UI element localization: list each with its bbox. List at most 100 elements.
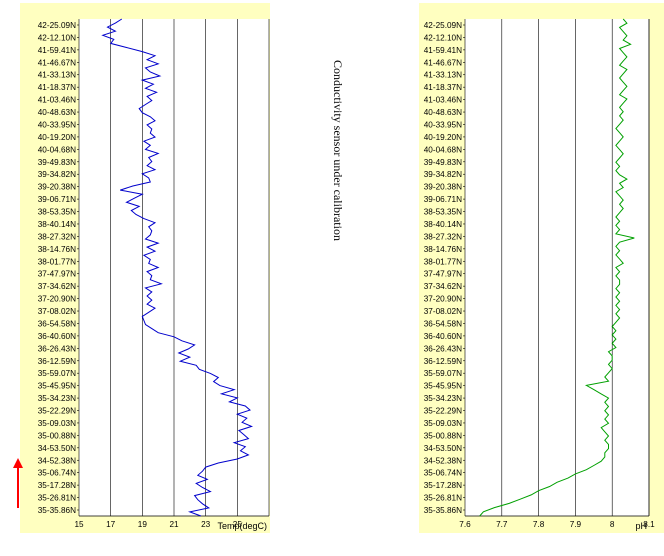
y-tick-label: 35-00.88N <box>38 431 76 440</box>
x-tick-label: 7.6 <box>459 520 471 529</box>
y-tick-label: 41-18.37N <box>424 83 462 92</box>
y-tick-label: 35-34.23N <box>38 394 76 403</box>
y-tick-label: 35-35.86N <box>424 506 462 515</box>
y-tick-label: 35-59.07N <box>424 369 462 378</box>
y-tick-label: 41-03.46N <box>424 96 462 105</box>
y-tick-label: 37-08.02N <box>38 307 76 316</box>
y-tick-label: 36-26.43N <box>424 344 462 353</box>
y-tick-label: 40-04.68N <box>38 145 76 154</box>
y-tick-label: 36-12.59N <box>424 357 462 366</box>
y-tick-label: 35-09.03N <box>38 419 76 428</box>
y-tick-label: 39-06.71N <box>424 195 462 204</box>
y-tick-label: 37-20.90N <box>424 295 462 304</box>
temperature-chart: 42-25.09N 42-12.10N 41-59.41N 41-46.67N 41-3… <box>38 18 270 531</box>
y-tick-label: 38-01.77N <box>424 257 462 266</box>
y-tick-label: 35-17.28N <box>38 481 76 490</box>
y-tick-label: 35-35.86N <box>38 506 76 515</box>
y-tick-label: 38-14.76N <box>424 245 462 254</box>
y-tick-label: 37-34.62N <box>38 282 76 291</box>
y-tick-label: 42-12.10N <box>424 33 462 42</box>
y-tick-label: 35-09.03N <box>424 419 462 428</box>
y-tick-label: 42-25.09N <box>38 21 76 30</box>
y-tick-label: 35-26.81N <box>424 494 462 503</box>
temperature-chart-panel: 42-25.09N 42-12.10N 41-59.41N 41-46.67N 41-3… <box>20 3 270 533</box>
y-tick-label: 35-06.74N <box>424 469 462 478</box>
y-tick-label: 36-26.43N <box>38 344 76 353</box>
y-tick-label: 40-48.63N <box>38 108 76 117</box>
y-tick-label: 40-48.63N <box>424 108 462 117</box>
y-tick-label: 36-54.58N <box>424 319 462 328</box>
x-tick-label: 25 <box>233 520 243 529</box>
y-tick-label: 41-46.67N <box>424 58 462 67</box>
y-tick-label: 41-33.13N <box>424 71 462 80</box>
ph-chart-panel: 42-25.09N 42-12.10N 41-59.41N 41-46.67N 41-3… <box>419 3 664 533</box>
data-line <box>101 18 254 517</box>
y-tick-label: 38-01.77N <box>38 257 76 266</box>
x-tick-label: 21 <box>169 520 179 529</box>
y-tick-label: 38-27.32N <box>38 232 76 241</box>
y-tick-label: 41-59.41N <box>38 46 76 55</box>
y-tick-label: 40-33.95N <box>38 120 76 129</box>
y-tick-label: 37-47.97N <box>38 270 76 279</box>
plot-area <box>465 19 649 516</box>
y-tick-label: 41-03.46N <box>38 96 76 105</box>
y-tick-label: 35-34.23N <box>424 394 462 403</box>
y-tick-label: 38-27.32N <box>424 232 462 241</box>
y-tick-label: 37-20.90N <box>38 295 76 304</box>
y-tick-label: 35-17.28N <box>424 481 462 490</box>
y-tick-label: 35-26.81N <box>38 494 76 503</box>
y-tick-label: 34-53.50N <box>424 444 462 453</box>
y-tick-label: 38-53.35N <box>38 208 76 217</box>
y-tick-label: 37-08.02N <box>424 307 462 316</box>
ph-chart: 42-25.09N 42-12.10N 41-59.41N 41-46.67N 41-3… <box>424 18 655 531</box>
y-tick-label: 36-54.58N <box>38 319 76 328</box>
y-tick-label: 41-59.41N <box>424 46 462 55</box>
y-tick-label: 35-22.29N <box>424 407 462 416</box>
x-tick-label: 15 <box>74 520 84 529</box>
y-tick-label: 34-53.50N <box>38 444 76 453</box>
y-tick-label: 40-19.20N <box>38 133 76 142</box>
y-tick-label: 39-20.38N <box>424 183 462 192</box>
y-tick-label: 35-06.74N <box>38 469 76 478</box>
y-tick-label: 39-20.38N <box>38 183 76 192</box>
y-tick-label: 34-52.38N <box>38 456 76 465</box>
y-tick-label: 36-40.60N <box>424 332 462 341</box>
y-tick-label: 40-19.20N <box>424 133 462 142</box>
y-tick-label: 35-59.07N <box>38 369 76 378</box>
y-tick-label: 38-40.14N <box>424 220 462 229</box>
y-tick-label: 41-33.13N <box>38 71 76 80</box>
y-tick-label: 38-40.14N <box>38 220 76 229</box>
x-tick-label: 19 <box>138 520 148 529</box>
y-tick-label: 40-33.95N <box>424 120 462 129</box>
y-tick-label: 42-25.09N <box>424 21 462 30</box>
up-arrow-icon <box>13 458 23 508</box>
y-tick-label: 39-49.83N <box>38 158 76 167</box>
y-tick-label: 35-00.88N <box>424 431 462 440</box>
y-tick-label: 39-34.82N <box>38 170 76 179</box>
y-tick-label: 40-04.68N <box>424 145 462 154</box>
x-tick-label: 17 <box>106 520 116 529</box>
y-tick-label: 36-12.59N <box>38 357 76 366</box>
x-tick-label: 8 <box>610 520 615 529</box>
y-tick-label: 37-34.62N <box>424 282 462 291</box>
y-tick-label: 36-40.60N <box>38 332 76 341</box>
y-tick-label: 34-52.38N <box>424 456 462 465</box>
y-tick-label: 38-53.35N <box>424 208 462 217</box>
y-tick-label: 42-12.10N <box>38 33 76 42</box>
x-tick-label: 8.1 <box>643 520 655 529</box>
y-tick-label: 35-45.95N <box>424 382 462 391</box>
y-tick-label: 41-46.67N <box>38 58 76 67</box>
x-tick-label: 7.7 <box>496 520 508 529</box>
x-axis-label: pH <box>635 521 647 531</box>
x-tick-label: 7.8 <box>533 520 545 529</box>
x-tick-label: 23 <box>201 520 211 529</box>
y-tick-label: 37-47.97N <box>424 270 462 279</box>
data-line <box>479 18 635 517</box>
x-tick-label: 7.9 <box>570 520 582 529</box>
y-tick-label: 35-45.95N <box>38 382 76 391</box>
y-tick-label: 39-34.82N <box>424 170 462 179</box>
caption-text: Conductivity sensor under calibration <box>331 60 345 241</box>
y-tick-label: 41-18.37N <box>38 83 76 92</box>
y-tick-label: 38-14.76N <box>38 245 76 254</box>
y-tick-label: 39-49.83N <box>424 158 462 167</box>
